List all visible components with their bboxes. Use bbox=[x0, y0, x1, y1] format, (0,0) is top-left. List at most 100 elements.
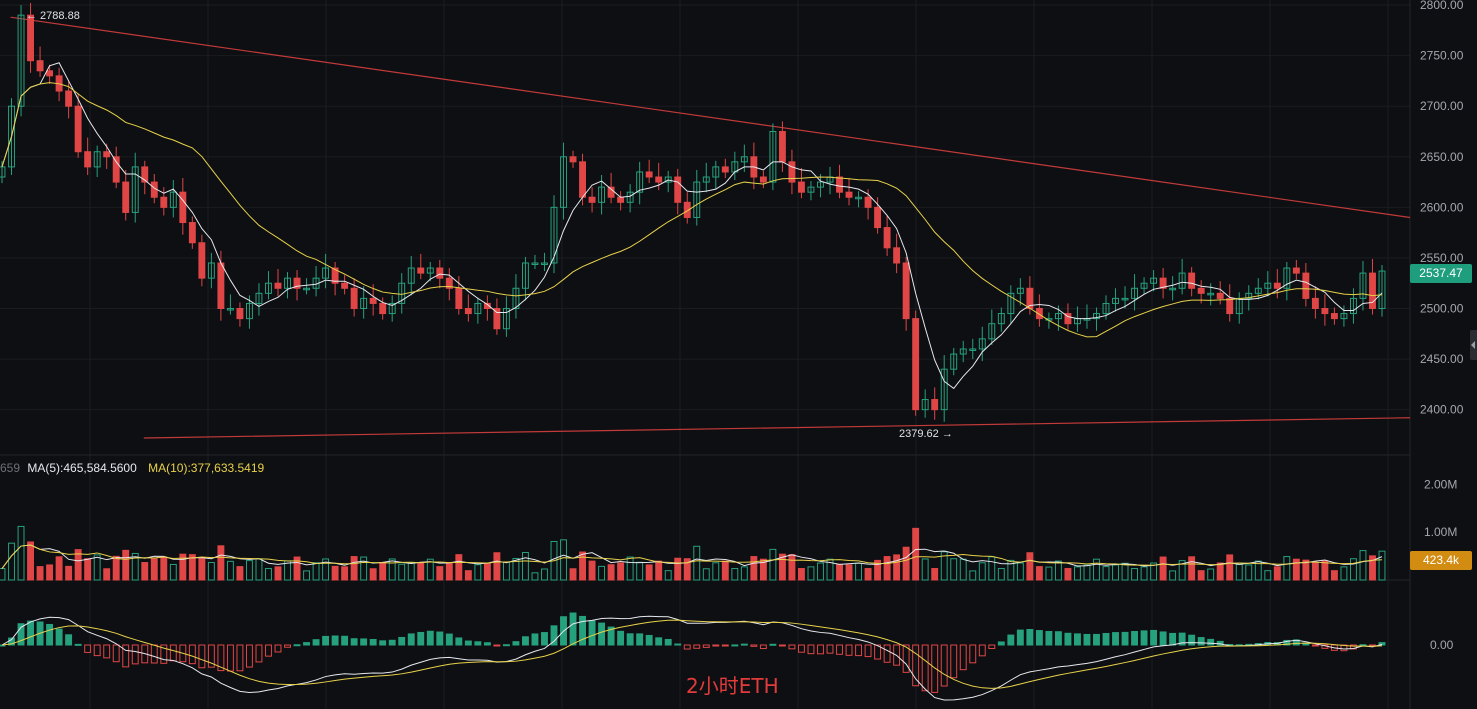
candle-body bbox=[655, 176, 663, 183]
macd-histogram-bar bbox=[759, 644, 767, 650]
volume-bar bbox=[236, 566, 244, 581]
volume-bar bbox=[579, 551, 587, 581]
volume-bar bbox=[455, 554, 463, 581]
candle-body bbox=[407, 267, 415, 284]
candle-body bbox=[683, 201, 691, 218]
volume-bar bbox=[360, 556, 368, 581]
candle-body bbox=[1207, 292, 1215, 296]
volume-bar bbox=[1235, 563, 1243, 581]
candle-body bbox=[141, 166, 149, 183]
macd-histogram-bar bbox=[579, 615, 587, 646]
candle-body bbox=[493, 308, 501, 330]
candle-body bbox=[217, 262, 225, 310]
volume-bar bbox=[1026, 552, 1034, 581]
candle-body bbox=[1349, 297, 1357, 315]
volume-bar bbox=[1197, 570, 1205, 581]
volume-bar bbox=[750, 556, 758, 581]
candle-body bbox=[531, 262, 539, 265]
candle-body bbox=[1369, 272, 1376, 310]
macd-histogram-bar bbox=[160, 644, 168, 664]
macd-histogram-bar bbox=[1112, 632, 1119, 646]
volume-bar bbox=[1340, 566, 1348, 581]
volume-bar bbox=[617, 562, 625, 581]
volume-bar bbox=[759, 558, 767, 581]
trendline bbox=[10, 16, 1411, 219]
candle-body bbox=[464, 308, 472, 315]
volume-bar bbox=[836, 563, 843, 581]
macd-histogram-bar bbox=[207, 644, 215, 668]
volume-bar bbox=[978, 562, 986, 581]
candle-body bbox=[521, 262, 529, 289]
volume-bar bbox=[1254, 560, 1262, 581]
price-tick-label: 2550.00 bbox=[1420, 251, 1464, 265]
volume-bar bbox=[65, 565, 73, 581]
high-price-marker: ← 2788.88 bbox=[26, 10, 80, 22]
volume-bar bbox=[207, 562, 215, 581]
candle-body bbox=[207, 262, 215, 279]
volume-bar bbox=[512, 557, 520, 581]
candle-body bbox=[436, 267, 444, 279]
candle-body bbox=[1007, 292, 1015, 315]
macd-histogram-bar bbox=[569, 612, 577, 646]
volume-bar bbox=[893, 554, 901, 581]
candle-body bbox=[17, 14, 25, 107]
candle-body bbox=[1169, 287, 1177, 291]
macd-histogram-bar bbox=[341, 635, 349, 646]
macd-histogram-bar bbox=[874, 644, 882, 660]
volume-bars bbox=[0, 525, 1386, 581]
volume-bar bbox=[702, 568, 710, 581]
volume-bar bbox=[598, 565, 606, 581]
low-price-marker: 2379.62 → bbox=[899, 428, 953, 440]
macd-histogram-bar bbox=[179, 644, 187, 663]
candle-body bbox=[712, 166, 720, 178]
volume-bar bbox=[150, 558, 158, 581]
macd-histogram-bar bbox=[245, 644, 253, 668]
candle-body bbox=[350, 287, 358, 310]
volume-legend: 659 MA(5):465,584.5600 MA(10):377,633.54… bbox=[0, 461, 264, 475]
candle-body bbox=[369, 297, 377, 304]
candle-body bbox=[179, 191, 187, 224]
candle-body bbox=[864, 196, 872, 208]
volume-ma5-line bbox=[1, 544, 1383, 569]
volume-bar bbox=[483, 562, 491, 581]
macd-histogram-bar bbox=[997, 641, 1005, 646]
price-tick-label: 2700.00 bbox=[1420, 99, 1464, 113]
candle-body bbox=[550, 206, 558, 264]
macd-histogram-bar bbox=[1045, 630, 1053, 646]
candle-body bbox=[997, 313, 1005, 325]
volume-bar bbox=[940, 551, 948, 581]
candle-body bbox=[912, 318, 920, 411]
volume-bar bbox=[712, 562, 720, 581]
candle-body bbox=[455, 287, 463, 310]
volume-bar bbox=[959, 558, 967, 581]
macd-histogram-bar bbox=[541, 632, 548, 646]
volume-bar bbox=[607, 564, 615, 581]
panel-collapse-handle[interactable] bbox=[1470, 330, 1477, 360]
macd-histogram-bar bbox=[683, 644, 691, 650]
macd-histogram-bar bbox=[769, 643, 777, 646]
volume-bar bbox=[874, 559, 882, 581]
volume-bar bbox=[160, 556, 168, 581]
volume-bar bbox=[1178, 560, 1186, 581]
macd-histogram-bar bbox=[512, 641, 520, 646]
candle-body bbox=[379, 302, 387, 315]
volume-bar bbox=[131, 552, 139, 581]
candle-body bbox=[245, 302, 253, 320]
macd-histogram-bar bbox=[1083, 633, 1091, 646]
price-tick-label: 2750.00 bbox=[1420, 49, 1464, 63]
candle-body bbox=[1245, 292, 1253, 299]
candle-body bbox=[74, 105, 82, 153]
macd-histogram-bar bbox=[921, 644, 929, 692]
volume-bar bbox=[369, 568, 377, 581]
macd-histogram-bar bbox=[226, 644, 234, 672]
macd-histogram-bar bbox=[502, 644, 510, 647]
macd-histogram-bar bbox=[55, 628, 63, 646]
candle-body bbox=[8, 105, 15, 168]
candle-body bbox=[1321, 308, 1329, 315]
candle-body bbox=[921, 399, 929, 411]
macd-histogram-bar bbox=[1007, 634, 1015, 646]
volume-bar bbox=[778, 553, 786, 581]
macd-histogram-bar bbox=[1073, 633, 1081, 646]
macd-histogram-bar bbox=[712, 644, 720, 647]
